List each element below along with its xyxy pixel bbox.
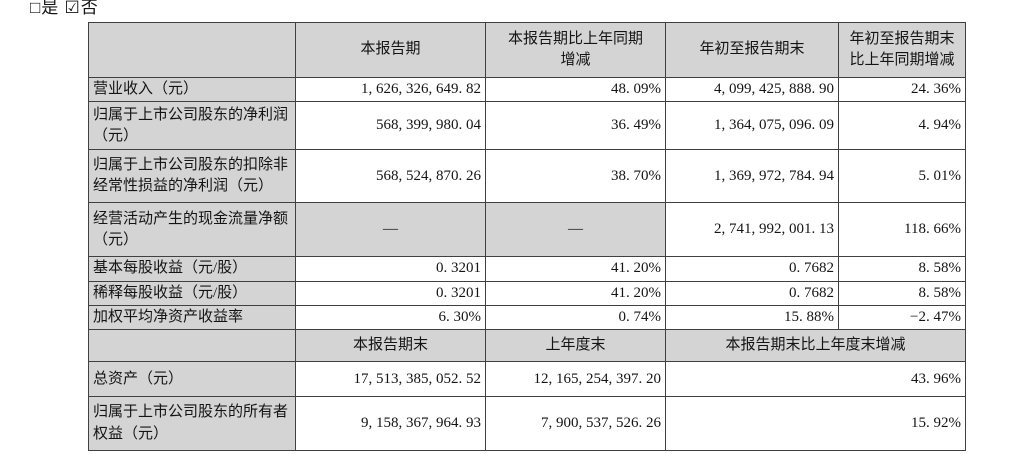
header-period-end-change: 本报告期末比上年度末增减	[665, 329, 966, 363]
header-blank-cell	[88, 22, 296, 78]
yes-label: 是	[41, 0, 60, 17]
metric-label: 归属于上市公司股东的所有者 权益（元）	[88, 396, 296, 452]
metric-value: 24. 36%	[838, 76, 966, 103]
table-header-row-period: 本报告期 本报告期比上年同期 增减 年初至报告期末 年初至报告期末 比上年同期增…	[88, 22, 966, 78]
yes-no-checkbox-line: □是 ☑否	[30, 0, 99, 18]
financial-indicators-table: 本报告期 本报告期比上年同期 增减 年初至报告期末 年初至报告期末 比上年同期增…	[88, 22, 966, 452]
metric-value: 0. 74%	[485, 304, 666, 331]
metric-label: 经营活动产生的现金流量净额 （元）	[88, 202, 296, 258]
metric-value: 0. 7682	[665, 256, 839, 282]
table-header-row-year-end: 本报告期末 上年度末 本报告期末比上年度末增减	[88, 329, 966, 363]
header-period-end: 本报告期末	[295, 329, 486, 363]
row-net-profit-excl-nonrecurring: 归属于上市公司股东的扣除非 经常性损益的净利润（元） 568, 524, 870…	[88, 149, 966, 204]
metric-value: 36. 49%	[485, 101, 666, 151]
metric-value-dash: —	[295, 202, 486, 258]
metric-value: 1, 369, 972, 784. 94	[665, 149, 839, 204]
row-weighted-avg-roe: 加权平均净资产收益率 6. 30% 0. 74% 15. 88% −2. 47%	[88, 304, 966, 331]
header-year-to-date: 年初至报告期末	[665, 22, 839, 78]
metric-value: 17, 513, 385, 052. 52	[295, 361, 486, 398]
row-operating-cash-flow: 经营活动产生的现金流量净额 （元） — — 2, 741, 992, 001. …	[88, 202, 966, 258]
header-yoy-change: 本报告期比上年同期 增减	[485, 22, 666, 78]
row-operating-revenue: 营业收入（元） 1, 626, 326, 649. 82 48. 09% 4, …	[88, 76, 966, 103]
metric-value: 5. 01%	[838, 149, 966, 204]
metric-value: 41. 20%	[485, 280, 666, 306]
header-ytd-yoy-change: 年初至报告期末 比上年同期增减	[838, 22, 966, 78]
metric-value: 1, 364, 075, 096. 09	[665, 101, 839, 151]
metric-value: 9, 158, 367, 964. 93	[295, 396, 486, 452]
metric-value: 38. 70%	[485, 149, 666, 204]
metric-label: 总资产（元）	[88, 361, 296, 398]
metric-value: 1, 626, 326, 649. 82	[295, 76, 486, 103]
metric-value: 8. 58%	[838, 280, 966, 306]
header-prior-year-end: 上年度末	[485, 329, 666, 363]
checkbox-unchecked-icon: □	[30, 0, 42, 17]
metric-value: 41. 20%	[485, 256, 666, 282]
metric-value: 4, 099, 425, 888. 90	[665, 76, 839, 103]
metric-value: 7, 900, 537, 526. 26	[485, 396, 666, 452]
metric-label: 稀释每股收益（元/股）	[88, 280, 296, 306]
metric-value: 12, 165, 254, 397. 20	[485, 361, 666, 398]
metric-value: 6. 30%	[295, 304, 486, 331]
metric-label: 加权平均净资产收益率	[88, 304, 296, 331]
metric-value: 0. 3201	[295, 256, 486, 282]
metric-value: 568, 524, 870. 26	[295, 149, 486, 204]
metric-value-dash: —	[485, 202, 666, 258]
metric-value: 118. 66%	[838, 202, 966, 258]
no-label: 否	[80, 0, 99, 17]
metric-value: 4. 94%	[838, 101, 966, 151]
header-blank-cell	[88, 329, 296, 363]
row-total-assets: 总资产（元） 17, 513, 385, 052. 52 12, 165, 25…	[88, 361, 966, 398]
metric-value: 8. 58%	[838, 256, 966, 282]
metric-label: 归属于上市公司股东的扣除非 经常性损益的净利润（元）	[88, 149, 296, 204]
row-shareholders-equity: 归属于上市公司股东的所有者 权益（元） 9, 158, 367, 964. 93…	[88, 396, 966, 452]
metric-value: 568, 399, 980. 04	[295, 101, 486, 151]
metric-value: 2, 741, 992, 001. 13	[665, 202, 839, 258]
metric-value: −2. 47%	[838, 304, 966, 331]
checkbox-checked-icon: ☑	[64, 0, 81, 17]
metric-value: 43. 96%	[665, 361, 966, 398]
metric-value: 15. 88%	[665, 304, 839, 331]
metric-label: 归属于上市公司股东的净利润 （元）	[88, 101, 296, 151]
metric-value: 0. 3201	[295, 280, 486, 306]
row-net-profit: 归属于上市公司股东的净利润 （元） 568, 399, 980. 04 36. …	[88, 101, 966, 151]
row-diluted-eps: 稀释每股收益（元/股） 0. 3201 41. 20% 0. 7682 8. 5…	[88, 280, 966, 306]
metric-label: 基本每股收益（元/股）	[88, 256, 296, 282]
row-basic-eps: 基本每股收益（元/股） 0. 3201 41. 20% 0. 7682 8. 5…	[88, 256, 966, 282]
metric-label: 营业收入（元）	[88, 76, 296, 103]
metric-value: 0. 7682	[665, 280, 839, 306]
metric-value: 15. 92%	[665, 396, 966, 452]
metric-value: 48. 09%	[485, 76, 666, 103]
header-current-period: 本报告期	[295, 22, 486, 78]
